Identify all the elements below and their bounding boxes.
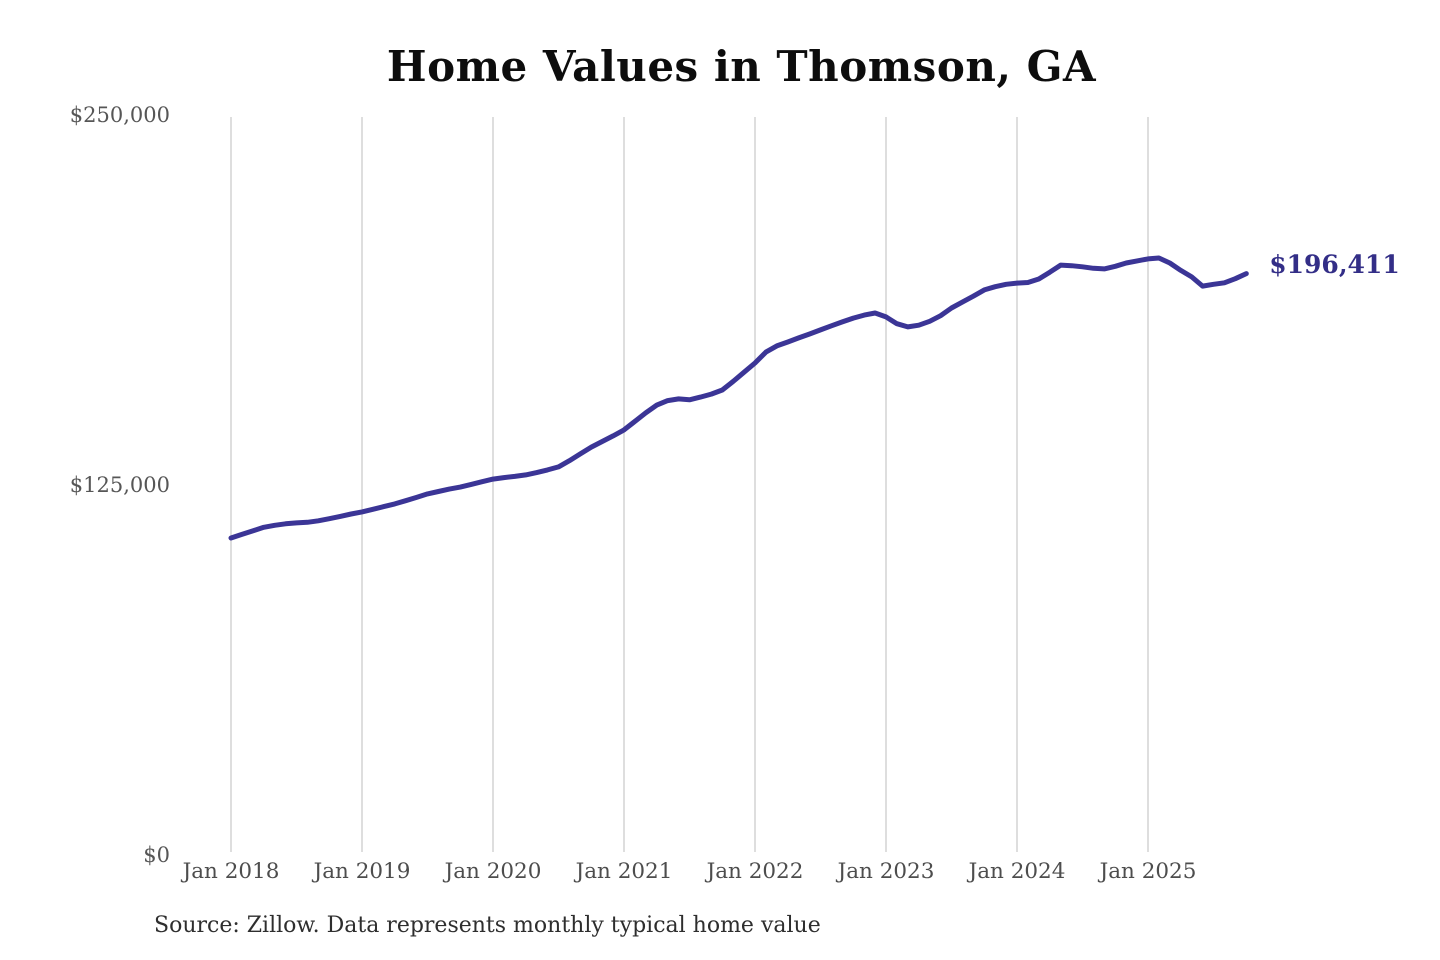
- year-gridlines: [230, 117, 1149, 852]
- x-axis-tick-label: Jan 2023: [837, 859, 935, 884]
- y-axis-tick-label: $0: [143, 843, 170, 867]
- x-axis-tick-label: Jan 2024: [968, 859, 1066, 884]
- x-axis-tick-label: Jan 2022: [706, 859, 804, 884]
- y-axis-tick-label: $125,000: [69, 473, 170, 497]
- x-axis-tick-label: Jan 2021: [575, 859, 673, 884]
- x-axis-tick-label: Jan 2019: [313, 859, 411, 884]
- home-value-series-line: [228, 255, 1249, 541]
- source-note: Source: Zillow. Data represents monthly …: [154, 913, 821, 938]
- latest-value-label: $196,411: [1269, 249, 1400, 279]
- x-axis-tick-label: Jan 2018: [182, 859, 280, 884]
- chart-title: Home Values in Thomson, GA: [386, 42, 1097, 91]
- x-axis-tick-label: Jan 2025: [1099, 859, 1197, 884]
- x-axis-tick-label: Jan 2020: [444, 859, 542, 884]
- y-axis-tick-label: $250,000: [69, 103, 170, 127]
